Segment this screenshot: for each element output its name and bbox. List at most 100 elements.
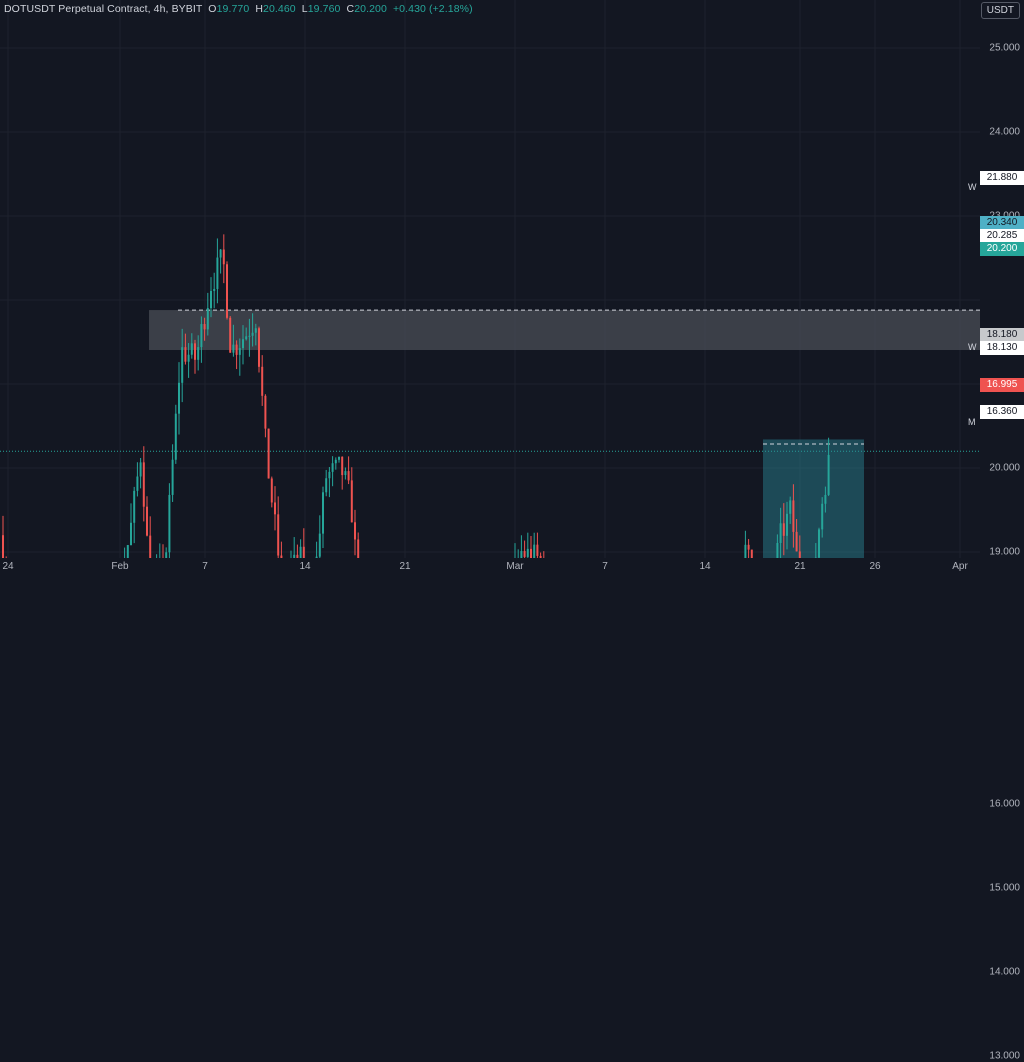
- candle-body: [191, 343, 193, 354]
- symbol-name: DOTUSDT Perpetual Contract, 4h, BYBIT: [4, 3, 202, 15]
- candle-body: [268, 429, 270, 479]
- candle-body: [344, 471, 346, 475]
- candle-body: [242, 339, 244, 348]
- candle-body: [197, 347, 199, 360]
- chart-area[interactable]: DOTUSDT Perpetual Contract, 4h, BYBIT O1…: [0, 0, 980, 558]
- zone-label-mid: W: [968, 342, 977, 352]
- candle-body: [143, 462, 145, 506]
- candle-body: [210, 291, 212, 308]
- price-tick: 24.000: [989, 127, 1020, 138]
- target-zone: [763, 439, 864, 558]
- currency-button[interactable]: USDT: [981, 2, 1020, 19]
- candle-body: [533, 545, 535, 558]
- candle-body: [204, 324, 206, 329]
- candle-body: [168, 495, 170, 552]
- time-tick: 14: [699, 561, 710, 572]
- candle-body: [223, 250, 225, 265]
- candle-body: [796, 532, 798, 552]
- candle-body: [184, 347, 186, 362]
- open-label: O: [208, 3, 216, 15]
- candle-body: [130, 523, 132, 545]
- candle-body: [271, 478, 273, 502]
- candle-body: [213, 289, 215, 291]
- candle-body: [220, 250, 222, 258]
- candle-body: [748, 545, 750, 550]
- candle-body: [207, 308, 209, 329]
- price-tag: 18.130: [980, 341, 1024, 355]
- price-tick: 13.000: [989, 1051, 1020, 1062]
- candle-body: [239, 348, 241, 355]
- price-tick: 14.000: [989, 967, 1020, 978]
- candle-body: [335, 460, 337, 463]
- candle-body: [274, 502, 276, 514]
- candle-body: [783, 523, 785, 536]
- candle-body: [792, 500, 794, 531]
- price-axis[interactable]: USDT 25.00024.00023.00021.00020.00019.00…: [980, 0, 1024, 578]
- candle-body: [821, 504, 823, 530]
- candle-body: [530, 549, 532, 558]
- candle-body: [181, 347, 183, 383]
- time-tick: 24: [2, 561, 13, 572]
- candle-body: [357, 539, 359, 558]
- change-value: +0.430 (+2.18%): [393, 3, 473, 15]
- supply-zone: [149, 310, 980, 350]
- candle-body: [252, 333, 254, 336]
- candle-body: [2, 535, 4, 558]
- price-tag: 21.880: [980, 171, 1024, 185]
- zone-label-upper: W: [968, 182, 977, 192]
- time-tick: Mar: [506, 561, 523, 572]
- candle-body: [354, 522, 356, 539]
- candle-body: [194, 343, 196, 359]
- candle-body: [341, 457, 343, 475]
- price-tag: 20.200: [980, 242, 1024, 256]
- price-tag: 16.995: [980, 378, 1024, 392]
- time-tick: 21: [399, 561, 410, 572]
- candle-body: [175, 414, 177, 460]
- candle-body: [229, 318, 231, 353]
- candle-body: [789, 500, 791, 513]
- candle-body: [264, 396, 266, 429]
- candle-body: [258, 328, 260, 367]
- price-tag: 20.285: [980, 229, 1024, 243]
- candle-body: [127, 545, 129, 558]
- candle-body: [818, 529, 820, 557]
- price-tag: 20.340: [980, 216, 1024, 230]
- candle-body: [188, 355, 190, 362]
- candle-body: [524, 551, 526, 557]
- candle-body: [751, 550, 753, 558]
- candle-body: [824, 495, 826, 504]
- candle-body: [351, 480, 353, 522]
- time-tick: Apr: [952, 561, 968, 572]
- zone-label-low: M: [968, 417, 976, 427]
- symbol-legend: DOTUSDT Perpetual Contract, 4h, BYBIT O1…: [4, 3, 473, 15]
- candle-body: [799, 551, 801, 558]
- candle-body: [300, 547, 302, 558]
- candle-body: [780, 523, 782, 543]
- candle-body: [332, 463, 334, 472]
- candle-body: [146, 507, 148, 536]
- candle-body: [200, 324, 202, 347]
- high-label: H: [255, 3, 263, 15]
- time-tick: 7: [602, 561, 608, 572]
- time-tick: Feb: [111, 561, 128, 572]
- candle-body: [536, 545, 538, 556]
- price-tick: 19.000: [989, 547, 1020, 558]
- price-tag: 16.360: [980, 405, 1024, 419]
- candle-body: [303, 547, 305, 558]
- open-value: 19.770: [217, 3, 250, 15]
- price-tag: 18.180: [980, 328, 1024, 342]
- candle-body: [776, 543, 778, 558]
- price-chart[interactable]: [0, 0, 980, 558]
- candle-body: [178, 383, 180, 414]
- price-tick: 15.000: [989, 883, 1020, 894]
- candle-body: [136, 476, 138, 490]
- candle-body: [338, 457, 340, 460]
- candle-body: [520, 551, 522, 558]
- candle-body: [786, 514, 788, 536]
- candle-body: [140, 462, 142, 476]
- candle-body: [828, 455, 830, 495]
- candle-body: [744, 545, 746, 558]
- candle-body: [248, 336, 250, 337]
- time-tick: 21: [794, 561, 805, 572]
